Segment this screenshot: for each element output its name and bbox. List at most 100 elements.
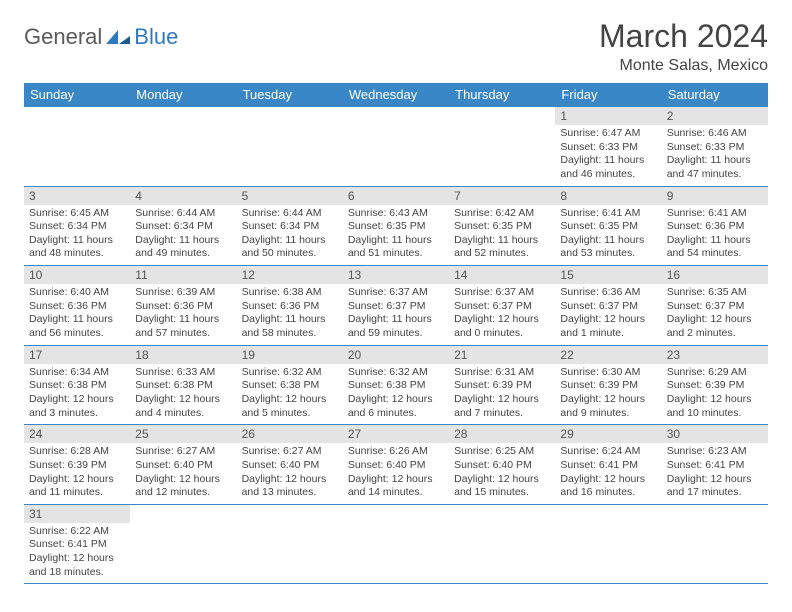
day-number: 28 [449, 425, 555, 443]
calendar-cell: 2Sunrise: 6:46 AMSunset: 6:33 PMDaylight… [662, 107, 768, 187]
daylight-text: Daylight: 12 hours and 15 minutes. [454, 473, 550, 500]
logo-text-general: General [24, 24, 102, 50]
calendar-cell [237, 504, 343, 584]
cell-body: Sunrise: 6:38 AMSunset: 6:36 PMDaylight:… [237, 284, 343, 345]
sunrise-text: Sunrise: 6:31 AM [454, 366, 550, 380]
cell-body: Sunrise: 6:24 AMSunset: 6:41 PMDaylight:… [555, 443, 661, 504]
daylight-text: Daylight: 11 hours and 46 minutes. [560, 154, 656, 181]
sunset-text: Sunset: 6:35 PM [348, 220, 444, 234]
daylight-text: Daylight: 12 hours and 10 minutes. [667, 393, 763, 420]
daylight-text: Daylight: 11 hours and 54 minutes. [667, 234, 763, 261]
day-number: 30 [662, 425, 768, 443]
cell-body: Sunrise: 6:27 AMSunset: 6:40 PMDaylight:… [130, 443, 236, 504]
cell-body: Sunrise: 6:36 AMSunset: 6:37 PMDaylight:… [555, 284, 661, 345]
day-number: 12 [237, 266, 343, 284]
cell-body: Sunrise: 6:44 AMSunset: 6:34 PMDaylight:… [237, 205, 343, 266]
daylight-text: Daylight: 11 hours and 49 minutes. [135, 234, 231, 261]
day-number: 25 [130, 425, 236, 443]
sunset-text: Sunset: 6:38 PM [135, 379, 231, 393]
daylight-text: Daylight: 11 hours and 48 minutes. [29, 234, 125, 261]
cell-body: Sunrise: 6:23 AMSunset: 6:41 PMDaylight:… [662, 443, 768, 504]
sunrise-text: Sunrise: 6:37 AM [454, 286, 550, 300]
daylight-text: Daylight: 12 hours and 6 minutes. [348, 393, 444, 420]
calendar-cell: 19Sunrise: 6:32 AMSunset: 6:38 PMDayligh… [237, 345, 343, 425]
daylight-text: Daylight: 12 hours and 14 minutes. [348, 473, 444, 500]
sunrise-text: Sunrise: 6:29 AM [667, 366, 763, 380]
sunrise-text: Sunrise: 6:44 AM [242, 207, 338, 221]
calendar-row: 1Sunrise: 6:47 AMSunset: 6:33 PMDaylight… [24, 107, 768, 187]
cell-body: Sunrise: 6:33 AMSunset: 6:38 PMDaylight:… [130, 364, 236, 425]
cell-body: Sunrise: 6:46 AMSunset: 6:33 PMDaylight:… [662, 125, 768, 186]
calendar-cell [130, 504, 236, 584]
sunrise-text: Sunrise: 6:41 AM [560, 207, 656, 221]
cell-body: Sunrise: 6:41 AMSunset: 6:35 PMDaylight:… [555, 205, 661, 266]
sunset-text: Sunset: 6:36 PM [667, 220, 763, 234]
calendar-row: 31Sunrise: 6:22 AMSunset: 6:41 PMDayligh… [24, 504, 768, 584]
calendar-table: SundayMondayTuesdayWednesdayThursdayFrid… [24, 83, 768, 584]
calendar-cell: 20Sunrise: 6:32 AMSunset: 6:38 PMDayligh… [343, 345, 449, 425]
sunset-text: Sunset: 6:36 PM [135, 300, 231, 314]
calendar-cell: 27Sunrise: 6:26 AMSunset: 6:40 PMDayligh… [343, 425, 449, 505]
cell-body: Sunrise: 6:39 AMSunset: 6:36 PMDaylight:… [130, 284, 236, 345]
day-number: 6 [343, 187, 449, 205]
daylight-text: Daylight: 11 hours and 47 minutes. [667, 154, 763, 181]
sunrise-text: Sunrise: 6:28 AM [29, 445, 125, 459]
day-number: 5 [237, 187, 343, 205]
calendar-cell [24, 107, 130, 187]
cell-body: Sunrise: 6:32 AMSunset: 6:38 PMDaylight:… [237, 364, 343, 425]
sunrise-text: Sunrise: 6:25 AM [454, 445, 550, 459]
calendar-cell: 11Sunrise: 6:39 AMSunset: 6:36 PMDayligh… [130, 266, 236, 346]
calendar-cell: 1Sunrise: 6:47 AMSunset: 6:33 PMDaylight… [555, 107, 661, 187]
sunset-text: Sunset: 6:37 PM [454, 300, 550, 314]
daylight-text: Daylight: 12 hours and 4 minutes. [135, 393, 231, 420]
sunset-text: Sunset: 6:40 PM [242, 459, 338, 473]
cell-body: Sunrise: 6:35 AMSunset: 6:37 PMDaylight:… [662, 284, 768, 345]
sunrise-text: Sunrise: 6:32 AM [242, 366, 338, 380]
calendar-cell: 5Sunrise: 6:44 AMSunset: 6:34 PMDaylight… [237, 186, 343, 266]
daylight-text: Daylight: 11 hours and 50 minutes. [242, 234, 338, 261]
sunset-text: Sunset: 6:39 PM [667, 379, 763, 393]
sunrise-text: Sunrise: 6:26 AM [348, 445, 444, 459]
sunrise-text: Sunrise: 6:24 AM [560, 445, 656, 459]
sunset-text: Sunset: 6:40 PM [135, 459, 231, 473]
day-header: Thursday [449, 83, 555, 107]
sunrise-text: Sunrise: 6:35 AM [667, 286, 763, 300]
sunset-text: Sunset: 6:41 PM [667, 459, 763, 473]
day-number: 15 [555, 266, 661, 284]
calendar-cell: 30Sunrise: 6:23 AMSunset: 6:41 PMDayligh… [662, 425, 768, 505]
sunset-text: Sunset: 6:33 PM [667, 141, 763, 155]
sunset-text: Sunset: 6:40 PM [454, 459, 550, 473]
calendar-cell: 6Sunrise: 6:43 AMSunset: 6:35 PMDaylight… [343, 186, 449, 266]
daylight-text: Daylight: 11 hours and 58 minutes. [242, 313, 338, 340]
day-number: 4 [130, 187, 236, 205]
sunset-text: Sunset: 6:39 PM [29, 459, 125, 473]
calendar-cell [662, 504, 768, 584]
calendar-cell: 31Sunrise: 6:22 AMSunset: 6:41 PMDayligh… [24, 504, 130, 584]
logo-text-blue: Blue [134, 24, 178, 50]
calendar-cell: 12Sunrise: 6:38 AMSunset: 6:36 PMDayligh… [237, 266, 343, 346]
cell-body: Sunrise: 6:25 AMSunset: 6:40 PMDaylight:… [449, 443, 555, 504]
calendar-row: 10Sunrise: 6:40 AMSunset: 6:36 PMDayligh… [24, 266, 768, 346]
calendar-cell: 17Sunrise: 6:34 AMSunset: 6:38 PMDayligh… [24, 345, 130, 425]
sunset-text: Sunset: 6:41 PM [560, 459, 656, 473]
cell-body: Sunrise: 6:37 AMSunset: 6:37 PMDaylight:… [343, 284, 449, 345]
day-number: 16 [662, 266, 768, 284]
sunrise-text: Sunrise: 6:22 AM [29, 525, 125, 539]
calendar-cell: 13Sunrise: 6:37 AMSunset: 6:37 PMDayligh… [343, 266, 449, 346]
calendar-cell [449, 107, 555, 187]
daylight-text: Daylight: 11 hours and 52 minutes. [454, 234, 550, 261]
month-title: March 2024 [599, 18, 768, 55]
calendar-cell: 18Sunrise: 6:33 AMSunset: 6:38 PMDayligh… [130, 345, 236, 425]
sunset-text: Sunset: 6:34 PM [135, 220, 231, 234]
day-number: 9 [662, 187, 768, 205]
sunrise-text: Sunrise: 6:32 AM [348, 366, 444, 380]
daylight-text: Daylight: 11 hours and 51 minutes. [348, 234, 444, 261]
sunset-text: Sunset: 6:34 PM [29, 220, 125, 234]
cell-body: Sunrise: 6:44 AMSunset: 6:34 PMDaylight:… [130, 205, 236, 266]
cell-body: Sunrise: 6:40 AMSunset: 6:36 PMDaylight:… [24, 284, 130, 345]
daylight-text: Daylight: 11 hours and 57 minutes. [135, 313, 231, 340]
cell-body: Sunrise: 6:30 AMSunset: 6:39 PMDaylight:… [555, 364, 661, 425]
cell-body: Sunrise: 6:29 AMSunset: 6:39 PMDaylight:… [662, 364, 768, 425]
calendar-head: SundayMondayTuesdayWednesdayThursdayFrid… [24, 83, 768, 107]
daylight-text: Daylight: 12 hours and 2 minutes. [667, 313, 763, 340]
